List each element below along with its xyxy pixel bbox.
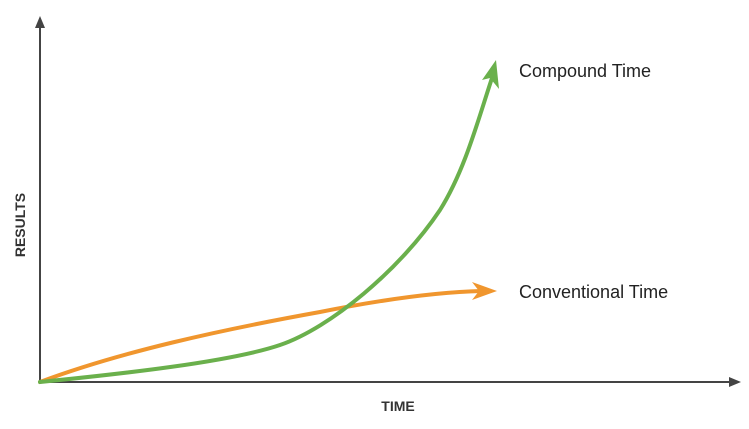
legend-label-conventional-time: Conventional Time (519, 282, 668, 302)
y-axis-arrow-icon (35, 16, 45, 28)
series-line-compound-time (38, 76, 494, 384)
y-axis-label: RESULTS (12, 193, 28, 257)
x-axis-label: TIME (381, 398, 414, 414)
series-line-conventional-time (38, 289, 484, 384)
legend-label-compound-time: Compound Time (519, 61, 651, 81)
x-axis-arrow-icon (729, 377, 741, 387)
series-arrow-conventional-time (472, 282, 497, 300)
series-arrow-compound-time (482, 60, 499, 89)
